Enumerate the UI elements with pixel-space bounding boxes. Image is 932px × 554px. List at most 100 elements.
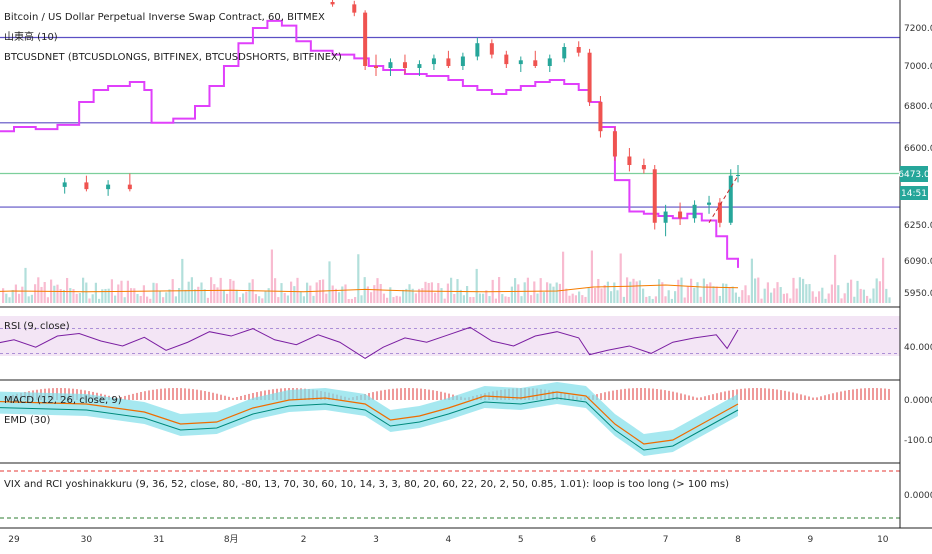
- volume-bar: [843, 293, 846, 303]
- macd-histogram-bar: [772, 388, 774, 400]
- macd-histogram-bar: [692, 396, 694, 400]
- volume-bar: [293, 286, 296, 303]
- macd-histogram-bar: [616, 389, 618, 400]
- volume-bar: [370, 292, 373, 303]
- volume-bar: [616, 290, 619, 303]
- volume-bar: [27, 296, 30, 303]
- macd-histogram-bar: [688, 395, 690, 400]
- macd-pane[interactable]: [0, 382, 890, 456]
- volume-bar: [72, 289, 75, 303]
- volume-bar: [712, 286, 715, 303]
- volume-bar: [517, 284, 520, 303]
- countdown-badge: [900, 186, 928, 200]
- candle-body: [417, 64, 422, 68]
- volume-bar: [334, 288, 337, 303]
- volume-bar: [149, 298, 152, 303]
- volume-bar: [786, 293, 789, 303]
- volume-bar: [501, 294, 504, 303]
- volume-bar: [885, 288, 888, 303]
- volume-bar: [750, 258, 753, 303]
- volume-bar: [146, 296, 149, 303]
- volume-bar: [427, 282, 430, 303]
- volume-bar: [552, 286, 555, 303]
- macd-histogram-bar: [216, 393, 218, 400]
- volume-bar: [520, 296, 523, 303]
- macd-histogram-bar: [632, 388, 634, 400]
- macd-histogram-bar: [752, 388, 754, 400]
- vix-axis-tick-label: 0.0000: [904, 491, 932, 501]
- volume-bar: [523, 282, 526, 303]
- volume-bar: [53, 285, 56, 303]
- volume-bar: [715, 286, 718, 303]
- volume-bar: [8, 297, 11, 303]
- macd-histogram-bar: [804, 395, 806, 400]
- macd-legend: MACD (12, 26, close, 9): [4, 395, 122, 406]
- macd-histogram-bar: [444, 392, 446, 400]
- volume-bar: [770, 292, 773, 303]
- macd-histogram-bar: [392, 388, 394, 400]
- macd-histogram-bar: [724, 391, 726, 400]
- volume-bar: [78, 293, 81, 303]
- volume-bar: [462, 295, 465, 303]
- macd-histogram-bar: [712, 394, 714, 400]
- volume-bar: [264, 291, 267, 303]
- time-axis-tick-label: 8: [735, 535, 741, 545]
- volume-bar: [235, 289, 238, 303]
- macd-histogram-bar: [664, 390, 666, 400]
- volume-bar: [504, 296, 507, 303]
- macd-histogram-bar: [748, 388, 750, 400]
- candle-body: [612, 131, 617, 157]
- vix-pane[interactable]: [0, 470, 900, 519]
- macd-histogram-bar: [844, 390, 846, 400]
- macd-histogram-bar: [260, 391, 262, 400]
- volume-bar: [718, 295, 721, 303]
- macd-histogram-bar: [244, 394, 246, 400]
- volume-bar: [24, 267, 27, 303]
- macd-histogram-bar: [640, 388, 642, 400]
- macd-histogram-bar: [196, 389, 198, 400]
- volume-bar: [363, 277, 366, 303]
- macd-histogram-bar: [760, 388, 762, 400]
- volume-bar: [344, 284, 347, 303]
- macd-histogram-bar: [696, 397, 698, 400]
- volume-bar: [818, 291, 821, 303]
- macd-histogram-bar: [732, 389, 734, 400]
- volume-bar: [277, 297, 280, 303]
- time-axis-tick-label: 10: [877, 535, 889, 545]
- volume-bar: [606, 281, 609, 303]
- macd-histogram-bar: [220, 394, 222, 400]
- volume-bar: [494, 298, 497, 303]
- macd-line: [0, 391, 739, 445]
- volume-bar: [123, 297, 126, 303]
- macd-histogram-bar: [756, 388, 758, 400]
- macd-histogram-bar: [124, 395, 126, 400]
- volume-bar: [530, 295, 533, 303]
- candle-body: [576, 47, 581, 53]
- macd-histogram-bar: [228, 396, 230, 400]
- macd-axis-tick-label: -100.0000: [904, 436, 932, 446]
- macd-histogram-bar: [644, 388, 646, 400]
- volume-bar: [651, 298, 654, 303]
- volume-bar: [398, 296, 401, 303]
- macd-histogram-bar: [864, 388, 866, 400]
- macd-histogram-bar: [676, 392, 678, 400]
- volume-bar: [622, 296, 625, 303]
- volume-bar: [178, 288, 181, 303]
- volume-bar: [728, 287, 731, 303]
- main-pane[interactable]: [0, 0, 900, 303]
- macd-histogram-bar: [180, 388, 182, 400]
- macd-histogram-bar: [812, 397, 814, 400]
- volume-bar: [597, 278, 600, 303]
- volume-bar: [296, 277, 299, 303]
- last-price-badge: [900, 166, 928, 182]
- volume-bar: [155, 283, 158, 303]
- candle-body: [352, 4, 357, 13]
- volume-bar: [632, 278, 635, 303]
- volume-bar: [30, 294, 33, 303]
- volume-bar: [2, 288, 5, 303]
- macd-histogram-bar: [600, 393, 602, 400]
- rsi-pane[interactable]: [0, 326, 900, 359]
- volume-bar: [162, 297, 165, 303]
- volume-bar: [197, 286, 200, 303]
- macd-histogram-bar: [700, 397, 702, 400]
